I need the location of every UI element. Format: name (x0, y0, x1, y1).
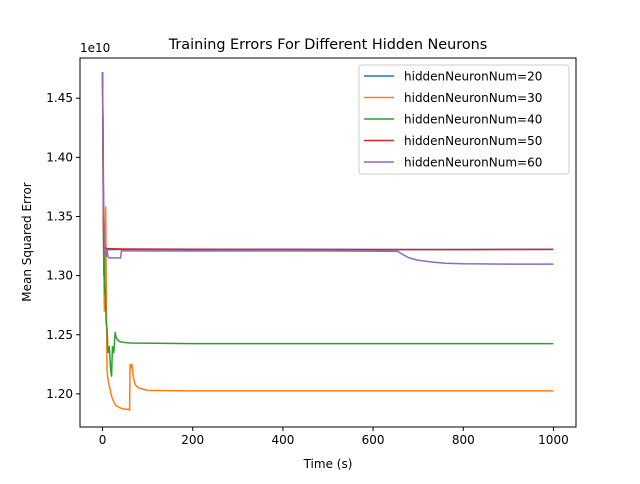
x-tick-label: 200 (181, 433, 204, 447)
y-axis-label: Mean Squared Error (20, 182, 34, 302)
series-line-1 (101, 72, 554, 412)
legend-label: hiddenNeuronNum=40 (404, 113, 542, 127)
x-tick-label: 400 (271, 433, 294, 447)
legend-label: hiddenNeuronNum=50 (404, 134, 542, 148)
y-offset-label: 1e10 (80, 41, 110, 55)
series-line-4 (101, 72, 554, 265)
y-tick-label: 1.45 (46, 91, 73, 105)
x-tick-label: 0 (99, 433, 107, 447)
plot-frame (79, 57, 577, 428)
legend-label: hiddenNeuronNum=30 (404, 91, 542, 105)
plot-area: 0 200 400 600 800 1000 1.20 1.25 1.30 1.35 1.40 1.4… (46, 57, 577, 447)
y-tick-label: 1.20 (46, 387, 73, 401)
x-axis-label: Time (s) (303, 457, 353, 471)
y-tick-label: 1.35 (46, 209, 73, 223)
legend-label: hiddenNeuronNum=20 (404, 70, 542, 84)
y-tick-label: 1.40 (46, 150, 73, 164)
legend-box (358, 64, 570, 175)
x-tick-label: 600 (362, 433, 385, 447)
y-tick-label: 1.25 (46, 328, 73, 342)
x-tick-label: 800 (452, 433, 475, 447)
x-tick-label: 1000 (538, 433, 569, 447)
series-line-2 (101, 72, 554, 377)
legend-label: hiddenNeuronNum=60 (404, 156, 542, 170)
legend: hiddenNeuronNum=20 hiddenNeuronNum=30 hidd… (358, 64, 570, 175)
chart-title: Training Errors For Different Hidden Neu… (168, 37, 488, 53)
y-tick-label: 1.30 (46, 269, 73, 283)
